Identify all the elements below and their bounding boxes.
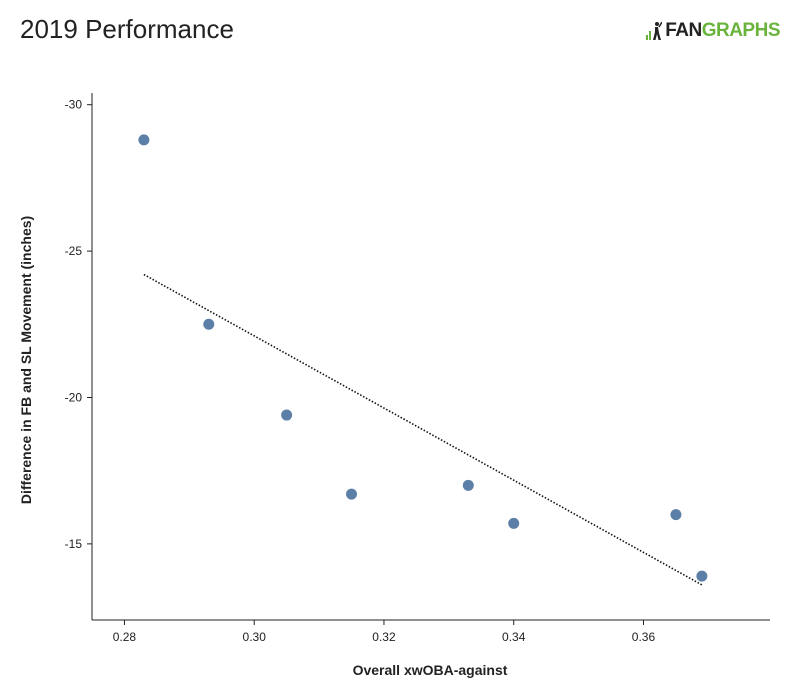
data-point: [281, 409, 293, 421]
x-axis-label: Overall xwOBA-against: [353, 662, 508, 678]
fangraphs-logo[interactable]: FAN GRAPHS: [646, 20, 781, 42]
data-point: [508, 517, 520, 529]
data-point: [346, 488, 358, 500]
data-point: [462, 479, 474, 491]
x-tick-label: 0.28: [113, 630, 137, 644]
y-axis-label: Difference in FB and SL Movement (inches…: [18, 216, 34, 504]
data-point: [203, 318, 215, 330]
page-title: 2019 Performance: [20, 14, 234, 44]
trendline-group: [143, 273, 703, 586]
data-point: [696, 570, 708, 582]
y-tick-label: -30: [65, 98, 83, 112]
x-tick-label: 0.34: [502, 630, 526, 644]
points-group: [138, 134, 708, 582]
x-tick-label: 0.32: [372, 630, 396, 644]
data-point: [138, 134, 150, 146]
x-tick-label: 0.36: [632, 630, 656, 644]
logo-text-graphs: GRAPHS: [701, 20, 781, 41]
trendline: [143, 273, 703, 586]
x-tick-label: 0.30: [243, 630, 267, 644]
batter-icon: [646, 21, 663, 40]
y-tick-label: -25: [65, 244, 83, 258]
y-tick-label: -20: [65, 390, 83, 404]
logo-text-fan: FAN: [665, 20, 702, 41]
chart-axes: -30 -25 -20 -15 0.28 0.30 0.32 0.34 0.36: [65, 93, 770, 644]
data-point: [670, 509, 682, 521]
y-tick-label: -15: [65, 537, 83, 551]
